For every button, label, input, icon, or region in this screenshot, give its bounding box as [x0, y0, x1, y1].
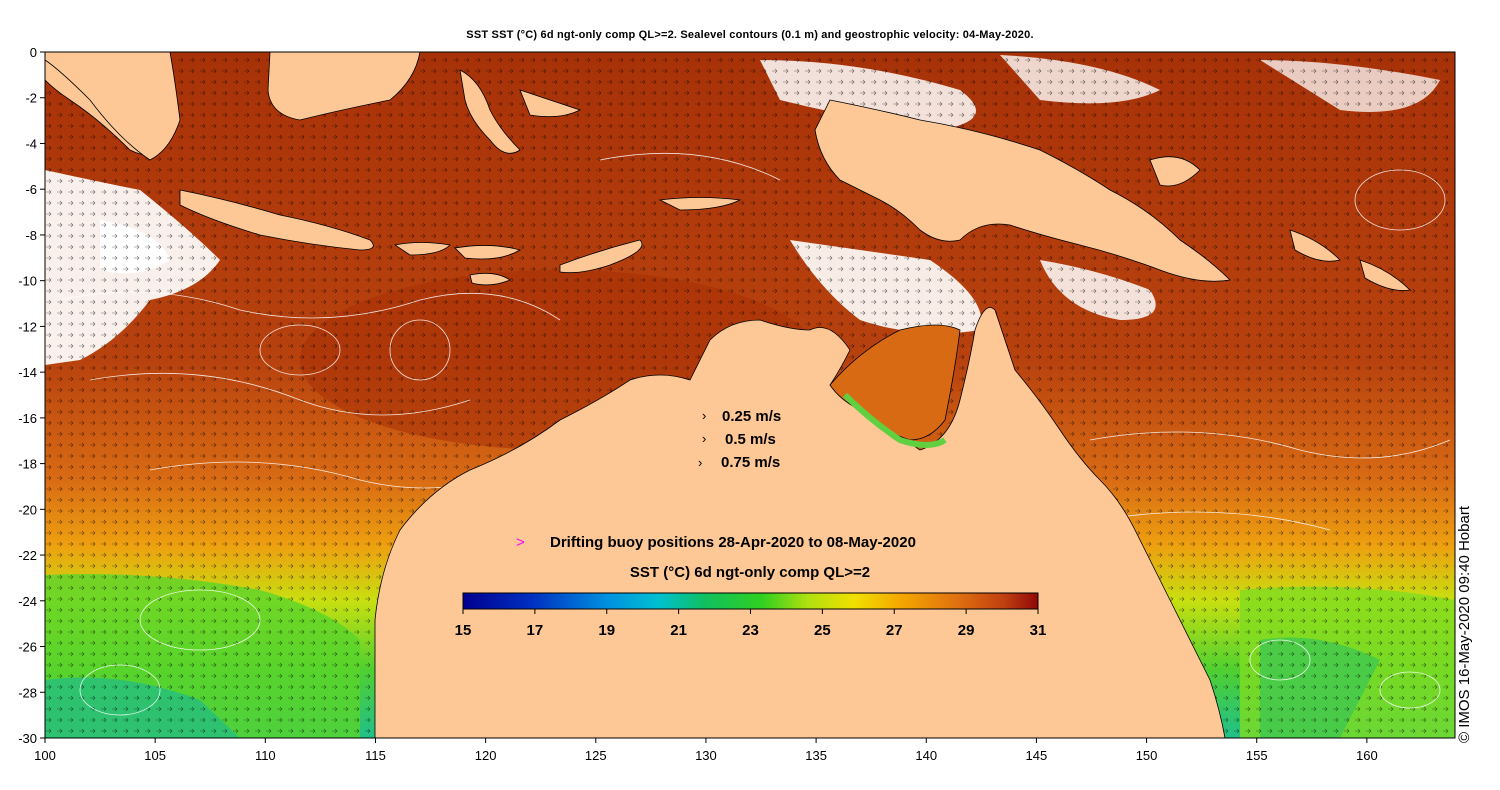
new-britain-land	[1149, 156, 1201, 187]
colorbar-tick-label: 31	[1030, 622, 1047, 639]
lon-tick-label: 100	[34, 748, 56, 763]
new-guinea-land	[814, 99, 1231, 282]
buoy-legend: > Drifting buoy positions 28-Apr-2020 to…	[516, 534, 916, 551]
velocity-legend: › 0.25 m/s › 0.5 m/s › 0.75 m/s	[698, 408, 781, 471]
gulf-warm-edge	[842, 392, 947, 448]
lon-tick-label: 125	[585, 748, 607, 763]
solomon-land-2	[1359, 259, 1411, 291]
timor-land	[559, 239, 643, 274]
colorbar-ticks: 15 17 19 21 23 25 27 29 31	[455, 609, 1047, 639]
colorbar-gradient	[462, 592, 1039, 610]
lon-tick-label: 110	[255, 748, 276, 763]
colorbar-tick-label: 19	[598, 622, 615, 639]
lon-tick-label: 150	[1136, 748, 1158, 763]
lat-tick-label: 0	[30, 45, 37, 60]
lon-tick-label: 130	[695, 748, 717, 763]
sulawesi-arm	[519, 89, 582, 118]
lat-tick-label: -10	[18, 274, 37, 289]
land-masses	[44, 51, 1411, 739]
lat-axis: 0 -2 -4 -6 -8 -10 -12 -14 -16 -18 -20 -22 -24 -26 -28 -…	[18, 45, 45, 746]
lon-tick-label: 145	[1026, 748, 1048, 763]
velocity-arrow-1: ›	[702, 408, 706, 423]
lat-tick-label: -4	[25, 136, 37, 151]
lon-tick-label: 115	[365, 748, 386, 763]
lat-tick-label: -30	[18, 731, 37, 746]
sealevel-contours	[59, 152, 1451, 716]
lat-tick-label: -12	[18, 319, 37, 334]
colorbar-tick-label: 21	[670, 622, 687, 639]
velocity-arrow-2: ›	[702, 431, 706, 446]
seram-land	[658, 197, 742, 211]
lon-tick-label: 155	[1246, 748, 1268, 763]
borneo-land	[267, 51, 421, 121]
colorbar-tick-label: 29	[958, 622, 975, 639]
lat-tick-label: -8	[25, 228, 37, 243]
buoy-label: Drifting buoy positions 28-Apr-2020 to 0…	[550, 534, 916, 551]
lat-tick-label: -24	[18, 594, 37, 609]
lat-tick-label: -22	[18, 548, 37, 563]
java-land	[179, 189, 374, 251]
velocity-label-3: 0.75 m/s	[721, 454, 780, 471]
sumbawa-land	[454, 245, 522, 260]
lon-tick-label: 135	[805, 748, 827, 763]
colorbar: SST (°C) 6d ngt-only comp QL>=2 15 17 19 21…	[455, 564, 1047, 639]
lombok-land	[393, 242, 451, 256]
page-title: SST SST (°C) 6d ngt-only comp QL>=2. Sea…	[466, 29, 1034, 41]
lat-tick-label: -20	[18, 502, 37, 517]
lat-tick-label: -6	[25, 182, 37, 197]
lat-tick-label: -2	[25, 91, 37, 106]
lon-tick-label: 140	[915, 748, 937, 763]
sumba-land	[469, 272, 511, 286]
lat-tick-label: -14	[18, 365, 37, 380]
copyright-text: © IMOS 16-May-2020 09:40 Hobart	[1456, 506, 1473, 743]
colorbar-tick-label: 15	[455, 622, 472, 639]
colorbar-tick-label: 27	[886, 622, 903, 639]
colorbar-tick-label: 17	[527, 622, 544, 639]
lon-tick-label: 105	[144, 748, 166, 763]
lon-axis: 100 105 110 115 120 125 130 135 140 145 150 155 160	[34, 738, 1378, 763]
lat-tick-label: -16	[18, 411, 37, 426]
velocity-label-2: 0.5 m/s	[725, 431, 776, 448]
lat-tick-label: -26	[18, 640, 37, 655]
solomon-land	[1289, 229, 1341, 262]
malay-land	[44, 51, 181, 161]
colorbar-tick-label: 25	[814, 622, 831, 639]
lon-tick-label: 120	[475, 748, 497, 763]
velocity-label-1: 0.25 m/s	[722, 408, 781, 425]
colorbar-title: SST (°C) 6d ngt-only comp QL>=2	[630, 564, 870, 581]
colorbar-tick-label: 23	[742, 622, 759, 639]
plot-frame	[44, 51, 1456, 739]
buoy-symbol: >	[516, 534, 525, 551]
lon-tick-label: 160	[1356, 748, 1378, 763]
velocity-arrow-3: ›	[698, 455, 702, 470]
sulawesi-land	[459, 69, 521, 154]
lat-tick-label: -18	[18, 457, 37, 472]
lat-tick-label: -28	[18, 685, 37, 700]
